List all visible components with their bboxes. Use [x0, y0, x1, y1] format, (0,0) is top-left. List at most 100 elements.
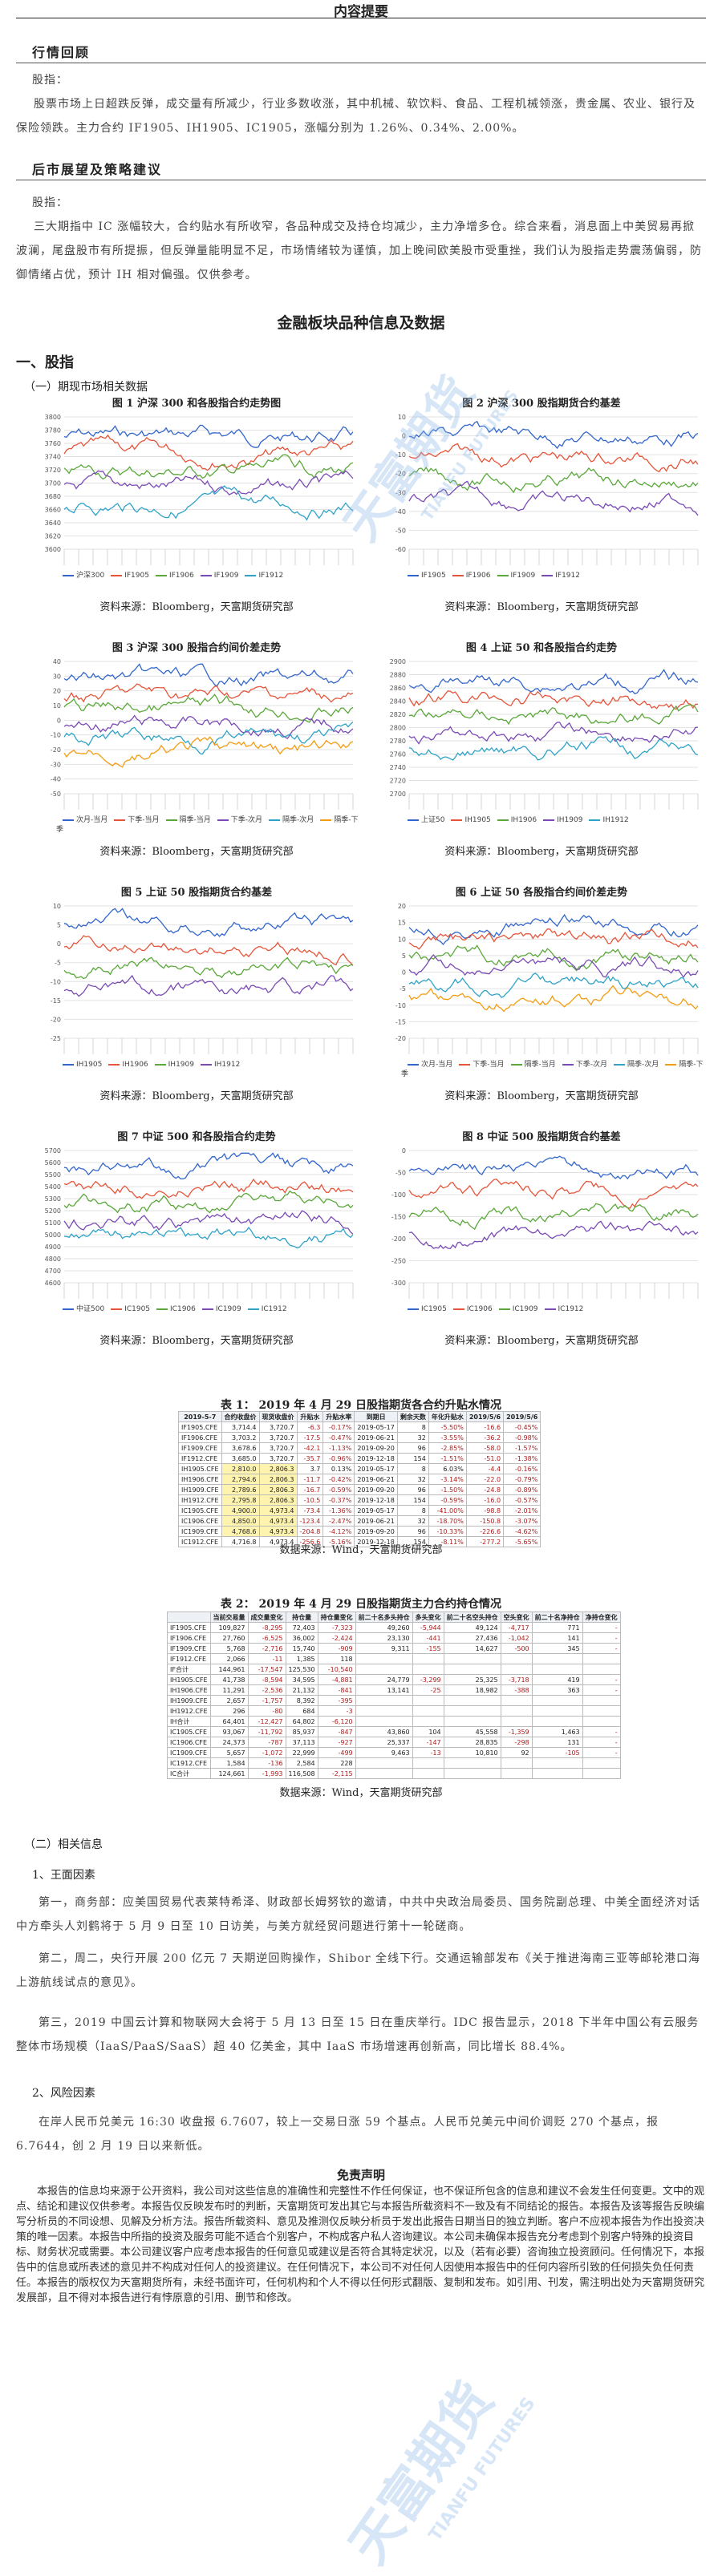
table-row: IC1909.CFE 5,657 -1,072 22,999 -499 9,463 -13 1… — [167, 1747, 621, 1758]
table-cell: 2,810.0 — [221, 1463, 260, 1474]
y-tick-label: 2700 — [390, 791, 406, 798]
table-header-cell: 前二十名净持仓 — [531, 1612, 583, 1623]
table-cell: 4,973.4 — [258, 1526, 298, 1537]
table-row: IF1912.CFE 2,066 -11 1,385 118 — [167, 1653, 621, 1664]
table-cell: -2,115 — [317, 1768, 356, 1779]
table-cell — [531, 1705, 583, 1717]
table-cell: 14,627 — [443, 1643, 501, 1654]
figure-caption: 图 1 沪深 300 和各股指合约走势图 — [112, 398, 282, 410]
table-cell: 296 — [209, 1705, 249, 1717]
table-cell: 2019-09-20 — [354, 1484, 398, 1495]
table-cell: 10,810 — [443, 1747, 501, 1758]
figure-source: 资料来源：Bloomberg，天富期货研究部 — [444, 1335, 639, 1347]
table-cell: 23,130 — [355, 1632, 413, 1644]
legend-label: IC1905 — [421, 1305, 447, 1313]
table-header-cell: 2019/5/6 — [465, 1411, 505, 1422]
table-cell: 24,779 — [355, 1674, 413, 1685]
table-cell: -73.4 — [296, 1505, 324, 1516]
table2-source: 数据来源：Wind，天富期货研究部 — [279, 1787, 443, 1799]
y-tick-label: -10 — [51, 978, 61, 985]
series-line — [63, 1210, 354, 1235]
table-cell: 5,657 — [209, 1747, 249, 1758]
table-cell: -25 — [412, 1684, 444, 1696]
table1: 2019-5-7 合约收盘价 现货收盘价 升贴水 升贴水率 到期日 剩余天数 年化升贴水 201… — [178, 1411, 542, 1547]
legend-swatch — [665, 1063, 677, 1066]
table-cell: -36.2 — [465, 1432, 505, 1443]
legend-label: 下季-当月 — [473, 1061, 505, 1069]
table-cell: -0.59% — [322, 1484, 355, 1495]
table-cell: -0.96% — [322, 1453, 355, 1464]
legend-swatch — [562, 1063, 574, 1066]
table2: 当前交易量 成交量变化 持仓量 持仓量变化 前二十名多头持仓 多头变化 前二十名空头持仓 空头… — [167, 1612, 621, 1779]
legend-label: IC1906 — [170, 1305, 196, 1313]
part2-p4: 在岸人民币兑美元 16:30 收盘报 6.7607，较上一交易日涨 59 个基点… — [16, 2116, 659, 2153]
table-cell: 25,337 — [355, 1737, 413, 1748]
table1-caption: 表 1： 2019 年 4 月 29 日股指期货各合约升贴水情况 — [220, 1399, 502, 1412]
figure-chart: 0 -50 -100 -150 -200 -250 -300 — [391, 1147, 699, 1299]
table-cell: 104 — [412, 1726, 444, 1737]
legend-swatch — [497, 819, 509, 821]
series-line — [408, 722, 699, 745]
series-line — [63, 714, 354, 739]
series-line — [408, 480, 699, 516]
table-cell: -2,536 — [247, 1684, 286, 1696]
table-cell: -2.85% — [428, 1442, 467, 1454]
figure-chart: 2900 2880 2860 2840 2820 2800 2780 2760 2740 2720… — [390, 658, 699, 810]
series-line — [63, 908, 354, 937]
table-cell: -150.8 — [465, 1515, 505, 1527]
page-title: 内容提要 — [334, 4, 388, 20]
table-cell: -11,792 — [247, 1726, 286, 1737]
legend-label: 隔季-下季 — [401, 1061, 704, 1078]
table-header-cell: 前二十名多头持仓 — [355, 1612, 413, 1623]
y-tick-label: 2860 — [390, 685, 406, 692]
y-tick-label: -150 — [391, 1214, 406, 1221]
table-row: IH1912.CFE 2,795.8 2,806.3 -10.5 -0.37% 2019-… — [178, 1494, 542, 1506]
table-header-cell: 升贴水率 — [322, 1411, 355, 1422]
y-tick-label: -300 — [391, 1280, 406, 1287]
y-tick-label: 3620 — [45, 533, 61, 540]
table-cell: -11.7 — [296, 1474, 324, 1485]
y-tick-label: -5 — [55, 960, 61, 967]
table-cell: -5.16% — [322, 1536, 355, 1547]
table-cell: 3,720.7 — [258, 1442, 298, 1454]
legend-swatch — [408, 1308, 419, 1310]
table-cell: IF合计 — [167, 1664, 211, 1675]
table-cell: -395 — [317, 1695, 356, 1706]
table-cell: -787 — [247, 1737, 286, 1748]
table-cell: - — [582, 1643, 621, 1654]
table-row: IC1912.CFE 1,584 -136 2,584 228 — [167, 1757, 621, 1769]
outlook-stocks-label: 股指： — [32, 196, 68, 209]
y-tick-label: 2880 — [390, 672, 406, 679]
figure-chart: 5700 5600 5500 5400 5300 5200 5100 5000 4900 4800… — [45, 1147, 354, 1299]
table-cell: -3.14% — [428, 1474, 467, 1485]
table-cell: 43,860 — [355, 1726, 413, 1737]
table-cell: 684 — [285, 1705, 318, 1717]
figure-source: 资料来源：Bloomberg，天富期货研究部 — [99, 1090, 294, 1102]
legend-swatch — [408, 819, 419, 821]
y-tick-label: 40 — [53, 658, 61, 665]
table-cell: -11 — [247, 1653, 286, 1664]
legend-label: IF1912 — [258, 572, 284, 580]
table-cell: 85,937 — [285, 1726, 318, 1737]
y-tick-label: -10 — [395, 451, 406, 459]
table-cell: 2,795.8 — [221, 1494, 260, 1506]
table-cell: -1.36% — [322, 1505, 355, 1516]
table-cell: 96 — [396, 1526, 429, 1537]
table-cell: -5.50% — [428, 1421, 467, 1433]
series-line — [408, 913, 699, 946]
table-cell: 4,900.0 — [221, 1505, 260, 1516]
table-cell: 1,584 — [209, 1757, 249, 1769]
legend-swatch — [156, 1308, 168, 1310]
legend-label: IF1906 — [465, 572, 491, 580]
table-cell — [412, 1768, 444, 1779]
figure-source: 资料来源：Bloomberg，天富期货研究部 — [99, 601, 294, 613]
series-line — [408, 466, 699, 494]
legend-label: 隔季-当月 — [179, 816, 211, 824]
legend-label: 上证50 — [421, 816, 445, 824]
legend-swatch — [269, 819, 280, 821]
y-tick-label: 10 — [398, 936, 406, 943]
table-cell: -10,540 — [317, 1664, 356, 1675]
table-cell: 2,657 — [209, 1695, 249, 1706]
legend-swatch — [452, 574, 464, 576]
table-cell: -2,424 — [317, 1632, 356, 1644]
